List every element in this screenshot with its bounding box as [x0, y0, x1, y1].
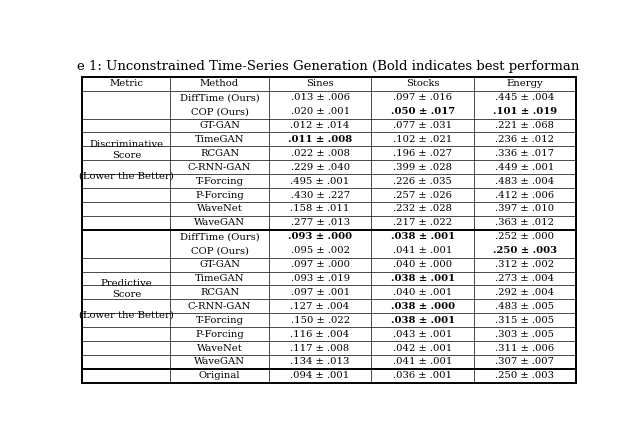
Text: .303 ± .005: .303 ± .005	[495, 330, 554, 339]
Text: .012 ± .014: .012 ± .014	[291, 121, 350, 130]
Text: .315 ± .005: .315 ± .005	[495, 316, 554, 325]
Text: Method: Method	[200, 79, 239, 88]
Text: .116 ± .004: .116 ± .004	[291, 330, 349, 339]
Text: .013 ± .006: .013 ± .006	[291, 93, 349, 102]
Text: .134 ± .013: .134 ± .013	[291, 357, 350, 366]
Text: .038 ± .001: .038 ± .001	[390, 274, 455, 283]
Text: .336 ± .017: .336 ± .017	[495, 149, 554, 158]
Text: .011 ± .008: .011 ± .008	[288, 135, 352, 144]
Text: .095 ± .002: .095 ± .002	[291, 246, 349, 255]
Text: .311 ± .006: .311 ± .006	[495, 343, 554, 353]
Text: .399 ± .028: .399 ± .028	[393, 163, 452, 172]
Text: .221 ± .068: .221 ± .068	[495, 121, 554, 130]
Text: .363 ± .012: .363 ± .012	[495, 218, 554, 227]
Text: .022 ± .008: .022 ± .008	[291, 149, 349, 158]
Text: .097 ± .016: .097 ± .016	[393, 93, 452, 102]
Text: .449 ± .001: .449 ± .001	[495, 163, 554, 172]
Text: C-RNN-GAN: C-RNN-GAN	[188, 302, 252, 311]
Text: .273 ± .004: .273 ± .004	[495, 274, 554, 283]
Text: .252 ± .000: .252 ± .000	[495, 232, 554, 241]
Text: .150 ± .022: .150 ± .022	[291, 316, 349, 325]
Text: DiffTime (Ours): DiffTime (Ours)	[180, 93, 259, 102]
Text: .050 ± .017: .050 ± .017	[390, 107, 455, 116]
Text: .127 ± .004: .127 ± .004	[291, 302, 349, 311]
Text: .307 ± .007: .307 ± .007	[495, 357, 554, 366]
Text: WaveGAN: WaveGAN	[194, 357, 245, 366]
Text: .036 ± .001: .036 ± .001	[393, 372, 452, 380]
Text: .196 ± .027: .196 ± .027	[393, 149, 452, 158]
Text: COP (Ours): COP (Ours)	[191, 246, 248, 255]
Text: .020 ± .001: .020 ± .001	[291, 107, 349, 116]
Text: Stocks: Stocks	[406, 79, 440, 88]
Text: .097 ± .000: .097 ± .000	[291, 260, 349, 269]
Text: .093 ± .000: .093 ± .000	[288, 232, 352, 241]
Text: e 1: Unconstrained Time-Series Generation (Bold indicates best performan: e 1: Unconstrained Time-Series Generatio…	[77, 60, 579, 73]
Text: .495 ± .001: .495 ± .001	[291, 177, 349, 186]
Text: .102 ± .021: .102 ± .021	[393, 135, 452, 144]
Text: .038 ± .000: .038 ± .000	[390, 302, 455, 311]
Text: .226 ± .035: .226 ± .035	[393, 177, 452, 186]
Text: .038 ± .001: .038 ± .001	[390, 232, 455, 241]
Text: .101 ± .019: .101 ± .019	[493, 107, 557, 116]
Text: .041 ± .001: .041 ± .001	[393, 246, 452, 255]
Text: .117 ± .008: .117 ± .008	[291, 343, 349, 353]
Text: .217 ± .022: .217 ± .022	[393, 218, 452, 227]
Text: .040 ± .000: .040 ± .000	[393, 260, 452, 269]
Text: DiffTime (Ours): DiffTime (Ours)	[180, 232, 259, 241]
Text: GT-GAN: GT-GAN	[199, 121, 240, 130]
Text: WaveGAN: WaveGAN	[194, 218, 245, 227]
Text: .094 ± .001: .094 ± .001	[291, 372, 349, 380]
Text: .236 ± .012: .236 ± .012	[495, 135, 554, 144]
Text: WaveNet: WaveNet	[196, 204, 243, 213]
Text: Original: Original	[199, 372, 240, 380]
Text: .397 ± .010: .397 ± .010	[495, 204, 554, 213]
Text: .232 ± .028: .232 ± .028	[393, 204, 452, 213]
Text: P-Forcing: P-Forcing	[195, 330, 244, 339]
Text: .277 ± .013: .277 ± .013	[291, 218, 349, 227]
Text: T-Forcing: T-Forcing	[196, 177, 244, 186]
Text: WaveNet: WaveNet	[196, 343, 243, 353]
Text: P-Forcing: P-Forcing	[195, 191, 244, 200]
Text: .043 ± .001: .043 ± .001	[393, 330, 452, 339]
Text: .042 ± .001: .042 ± .001	[393, 343, 452, 353]
Text: .077 ± .031: .077 ± .031	[393, 121, 452, 130]
Text: .430 ± .227: .430 ± .227	[291, 191, 349, 200]
Text: T-Forcing: T-Forcing	[196, 316, 244, 325]
Text: .229 ± .040: .229 ± .040	[291, 163, 349, 172]
Text: Energy: Energy	[506, 79, 543, 88]
Text: RCGAN: RCGAN	[200, 288, 239, 297]
Text: Predictive
Score

(Lower the Better): Predictive Score (Lower the Better)	[79, 279, 174, 319]
Text: .312 ± .002: .312 ± .002	[495, 260, 554, 269]
Text: .483 ± .004: .483 ± .004	[495, 177, 554, 186]
Text: GT-GAN: GT-GAN	[199, 260, 240, 269]
Text: .412 ± .006: .412 ± .006	[495, 191, 554, 200]
Text: .445 ± .004: .445 ± .004	[495, 93, 554, 102]
Text: COP (Ours): COP (Ours)	[191, 107, 248, 116]
Text: .097 ± .001: .097 ± .001	[291, 288, 349, 297]
Text: .158 ± .011: .158 ± .011	[291, 204, 350, 213]
Text: Metric: Metric	[109, 79, 143, 88]
Text: .093 ± .019: .093 ± .019	[291, 274, 349, 283]
Text: .257 ± .026: .257 ± .026	[393, 191, 452, 200]
Text: .040 ± .001: .040 ± .001	[393, 288, 452, 297]
Text: .041 ± .001: .041 ± .001	[393, 357, 452, 366]
Text: TimeGAN: TimeGAN	[195, 135, 244, 144]
Text: C-RNN-GAN: C-RNN-GAN	[188, 163, 252, 172]
Text: .038 ± .001: .038 ± .001	[390, 316, 455, 325]
Text: .250 ± .003: .250 ± .003	[495, 372, 554, 380]
Text: .292 ± .004: .292 ± .004	[495, 288, 554, 297]
Text: TimeGAN: TimeGAN	[195, 274, 244, 283]
Text: Sines: Sines	[307, 79, 334, 88]
Text: RCGAN: RCGAN	[200, 149, 239, 158]
Text: .250 ± .003: .250 ± .003	[493, 246, 557, 255]
Text: Discriminative
Score

(Lower the Better): Discriminative Score (Lower the Better)	[79, 140, 174, 180]
Text: .483 ± .005: .483 ± .005	[495, 302, 554, 311]
